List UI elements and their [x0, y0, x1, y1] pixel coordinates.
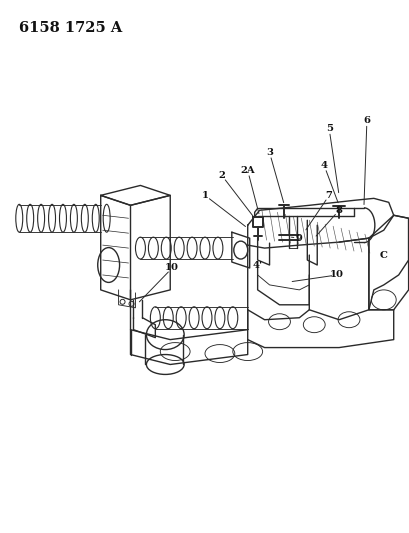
- Text: 4': 4': [252, 261, 262, 270]
- Text: 5: 5: [325, 124, 332, 133]
- Text: 10: 10: [329, 270, 343, 279]
- Text: 7: 7: [325, 191, 332, 200]
- Text: 1: 1: [201, 191, 208, 200]
- Text: 9: 9: [295, 233, 302, 243]
- Text: 6158 1725 A: 6158 1725 A: [19, 21, 122, 35]
- Text: 2: 2: [218, 171, 225, 180]
- Text: 8: 8: [335, 206, 342, 215]
- Text: 6: 6: [362, 116, 369, 125]
- Text: 2A: 2A: [240, 166, 254, 175]
- Text: 3: 3: [265, 148, 272, 157]
- Text: 10: 10: [165, 263, 179, 272]
- Text: C: C: [379, 251, 387, 260]
- Text: 4: 4: [320, 161, 327, 170]
